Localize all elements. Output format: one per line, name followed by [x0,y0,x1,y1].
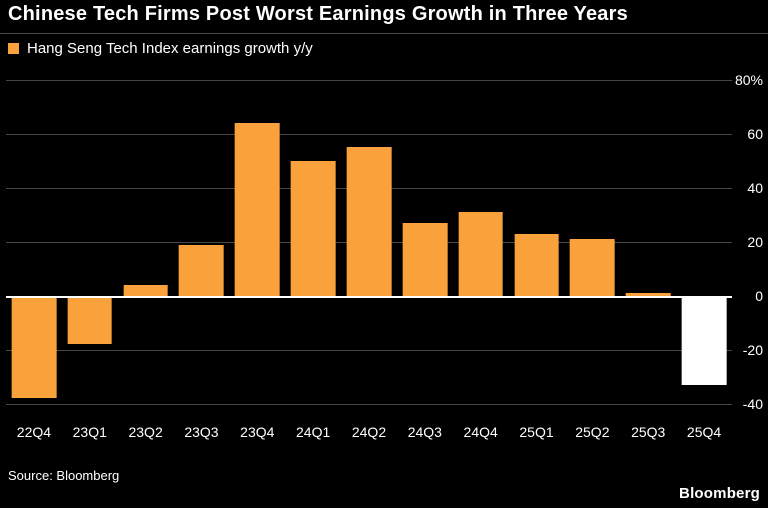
x-tick-label: 24Q2 [351,424,387,440]
x-tick-label: 25Q3 [631,424,666,440]
x-tick-label: 23Q4 [240,424,275,440]
y-axis: 80% 60 40 20 0 -20 -40 [732,72,765,420]
x-tick-label: 25Q1 [519,424,554,440]
bar-25Q2 [570,239,615,296]
x-tick-label: 24Q3 [407,424,442,440]
bar-23Q1 [67,295,113,345]
x-tick-label: 25Q2 [575,424,610,440]
x-tick-label: 23Q2 [128,424,163,440]
bar-22Q4 [11,295,57,399]
gridline [6,403,732,405]
legend: Hang Seng Tech Index earnings growth y/y [8,40,313,57]
gridline [6,133,732,135]
x-axis: 22Q4 23Q1 23Q2 23Q3 23Q4 24Q1 24Q2 24Q3 24Q4 25Q1… [6,424,732,440]
bloomberg-logo: Bloomberg [679,485,760,502]
bar-24Q4 [458,212,504,296]
bar-25Q3 [625,293,671,296]
bar-25Q4 [681,295,727,385]
gridline [6,80,732,81]
bar-24Q2 [346,147,392,296]
x-tick-label: 23Q1 [72,424,107,440]
y-tick-label: 0 [755,287,763,304]
x-tick-label: 24Q4 [463,424,498,440]
x-tick-label: 24Q1 [296,424,331,440]
bar-24Q1 [290,160,336,296]
bar-23Q3 [179,244,224,296]
title-divider [0,33,768,34]
y-tick-label: 40 [747,179,763,196]
bar-25Q1 [514,233,559,296]
chart-title: Chinese Tech Firms Post Worst Earnings G… [8,3,628,25]
plot-area [6,80,732,420]
y-tick-label: 80% [734,72,763,88]
x-tick-label: 22Q4 [16,424,52,440]
y-tick-label: -40 [742,395,763,412]
bar-23Q4 [234,123,280,296]
bar-24Q3 [402,223,448,296]
bar-23Q2 [123,285,168,296]
legend-swatch-icon [8,43,19,54]
y-tick-label: 60 [747,125,763,142]
legend-label: Hang Seng Tech Index earnings growth y/y [27,40,313,57]
x-tick-label: 23Q3 [184,424,219,440]
x-tick-label: 25Q4 [686,424,722,440]
gridline [6,349,732,351]
source-note: Source: Bloomberg [8,468,120,483]
zero-baseline [6,295,732,298]
y-tick-label: 20 [747,233,763,250]
y-tick-label: -20 [742,341,763,358]
